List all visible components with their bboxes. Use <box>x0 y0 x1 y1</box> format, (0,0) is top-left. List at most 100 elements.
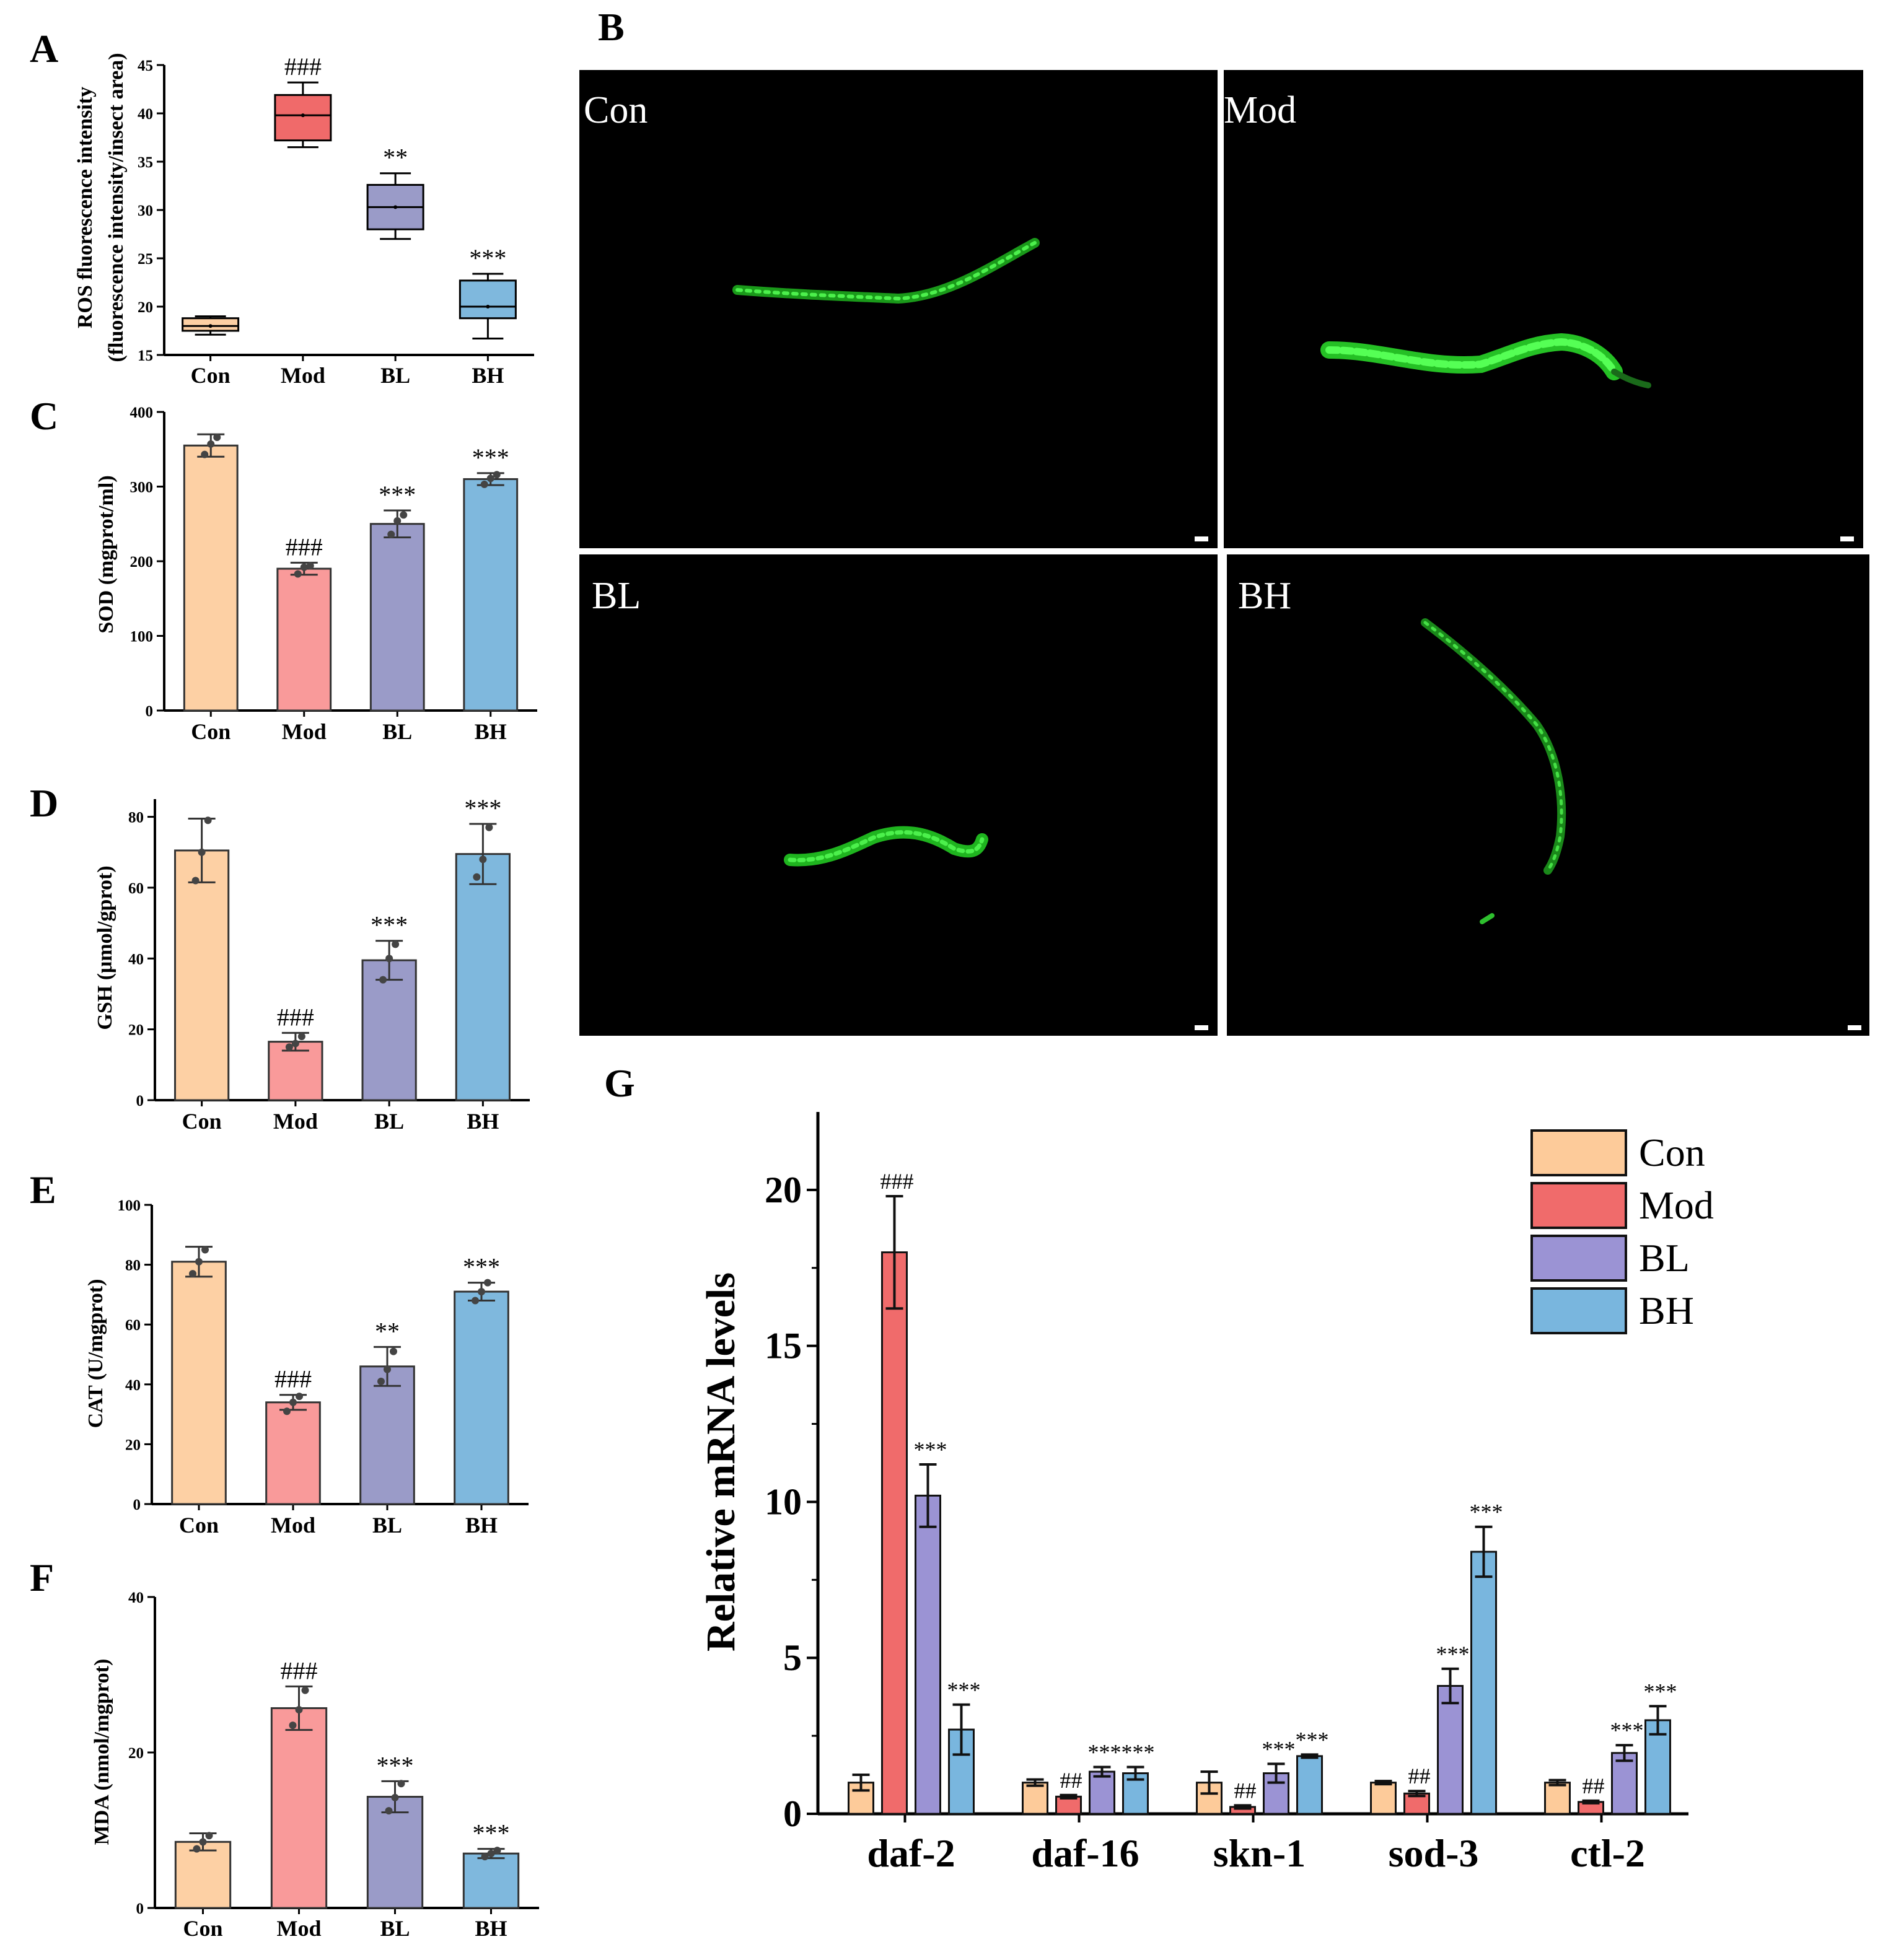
legend: Con Mod BL BH <box>1530 1129 1714 1334</box>
y-tick-label: 40 <box>128 1590 144 1606</box>
data-point <box>387 530 395 538</box>
significance-label: *** <box>1088 1739 1122 1764</box>
significance-label: ### <box>274 1365 312 1393</box>
micrograph-label-bl: BL <box>592 575 641 617</box>
data-point <box>493 1847 501 1855</box>
significance-label: ** <box>383 144 408 172</box>
x-category-label: Con <box>191 719 230 744</box>
panel-letter: E <box>30 1168 56 1212</box>
bar <box>1544 1782 1571 1815</box>
legend-label: Mod <box>1639 1183 1714 1227</box>
y-tick-label: 20 <box>125 1437 141 1453</box>
data-point <box>213 433 221 441</box>
x-category-label: Con <box>183 1916 222 1941</box>
data-point <box>473 873 481 881</box>
data-point <box>300 563 308 571</box>
significance-label: *** <box>469 244 506 272</box>
bar <box>1089 1770 1115 1815</box>
data-point <box>193 1845 201 1853</box>
y-tick-label: 35 <box>138 154 153 171</box>
data-point <box>297 1033 305 1041</box>
data-point <box>189 1270 196 1278</box>
bar <box>1470 1551 1497 1815</box>
data-point <box>377 1377 385 1385</box>
bar <box>366 1796 424 1909</box>
bar <box>1370 1782 1397 1815</box>
bar <box>915 1494 941 1815</box>
data-point <box>295 1705 303 1713</box>
x-category-label: skn-1 <box>1213 1831 1306 1875</box>
y-tick-label: 40 <box>128 951 144 968</box>
box-mean-point <box>393 205 398 209</box>
bar <box>1022 1782 1048 1815</box>
x-category-label: Mod <box>282 719 327 744</box>
panel-g-chart: G 0 5 10 15 20 Relative mRNA levels daf-2 ### ***… <box>604 1061 1714 1875</box>
panel-d-chart: 0 20 40 60 80 D Con Mod BL BH GSH (μmol/gprot) ### *… <box>30 781 530 1134</box>
legend-swatch <box>1530 1287 1627 1334</box>
significance-label: ### <box>284 53 322 81</box>
y-tick-label: 45 <box>138 58 153 74</box>
significance-label: *** <box>463 1253 500 1281</box>
data-point <box>379 976 387 984</box>
panel-letter: C <box>30 394 58 438</box>
data-point <box>472 1297 479 1305</box>
legend-swatch <box>1530 1182 1627 1229</box>
data-point <box>294 570 302 578</box>
y-tick-label: 40 <box>138 106 153 123</box>
data-point <box>191 877 200 885</box>
x-category-label: BL <box>382 719 412 744</box>
significance-label: *** <box>1436 1642 1470 1666</box>
bar <box>174 1840 232 1909</box>
significance-label: ## <box>1408 1764 1431 1788</box>
box-body <box>459 279 517 320</box>
x-category-label: Con <box>179 1513 219 1538</box>
legend-label: Con <box>1639 1131 1705 1175</box>
x-category-label: BH <box>465 1513 498 1538</box>
x-category-label: Con <box>182 1109 222 1134</box>
y-axis-label-line2: (fluorescence intensity/insect area) <box>105 53 128 362</box>
y-tick-label: 100 <box>130 629 154 645</box>
significance-label: *** <box>1610 1718 1644 1743</box>
y-axis-label: GSH (μmol/gprot) <box>94 865 116 1030</box>
y-tick-label: 20 <box>128 1745 144 1762</box>
x-category-label: Con <box>191 363 230 388</box>
x-category-label: Mod <box>271 1513 315 1538</box>
micrograph-bl: BL <box>579 554 1218 1036</box>
data-point <box>291 1039 299 1048</box>
bar <box>881 1251 908 1815</box>
micrograph-label-con: Con <box>584 89 648 131</box>
y-tick-label: 0 <box>136 1901 144 1917</box>
significance-label: ## <box>1060 1768 1082 1793</box>
y-tick-label: 10 <box>765 1481 802 1522</box>
y-tick-label: 80 <box>128 810 144 826</box>
data-point <box>199 1838 207 1846</box>
bar <box>1296 1755 1323 1815</box>
data-point <box>306 562 314 570</box>
data-point <box>207 440 215 448</box>
x-category-label: ctl-2 <box>1570 1831 1645 1875</box>
bar <box>171 1261 227 1505</box>
y-tick-label: 0 <box>783 1793 802 1834</box>
y-tick-label: 15 <box>138 348 153 364</box>
x-category-label: BH <box>475 1916 507 1941</box>
data-point <box>397 1780 405 1788</box>
significance-label: *** <box>1122 1739 1155 1764</box>
micrograph-label-mod: Mod <box>1224 89 1296 131</box>
data-point <box>201 1246 209 1254</box>
data-point <box>204 816 212 825</box>
legend-swatch <box>1530 1129 1627 1176</box>
bar <box>1644 1719 1671 1815</box>
legend-swatch <box>1530 1235 1627 1282</box>
y-tick-label: 25 <box>138 251 153 268</box>
y-tick-label: 20 <box>765 1170 802 1210</box>
data-point <box>205 1832 213 1840</box>
significance-label: *** <box>464 794 501 822</box>
panel-letter: G <box>604 1061 635 1105</box>
bar <box>1437 1685 1464 1815</box>
significance-label: ** <box>375 1317 400 1345</box>
y-tick-label: 100 <box>118 1197 141 1214</box>
data-point <box>493 471 501 479</box>
micrograph-con: Con <box>579 70 1218 548</box>
panel-f-chart: 0 20 40 F Con Mod BL BH MDA (nmol/mgprot) ### *** *… <box>30 1555 539 1941</box>
